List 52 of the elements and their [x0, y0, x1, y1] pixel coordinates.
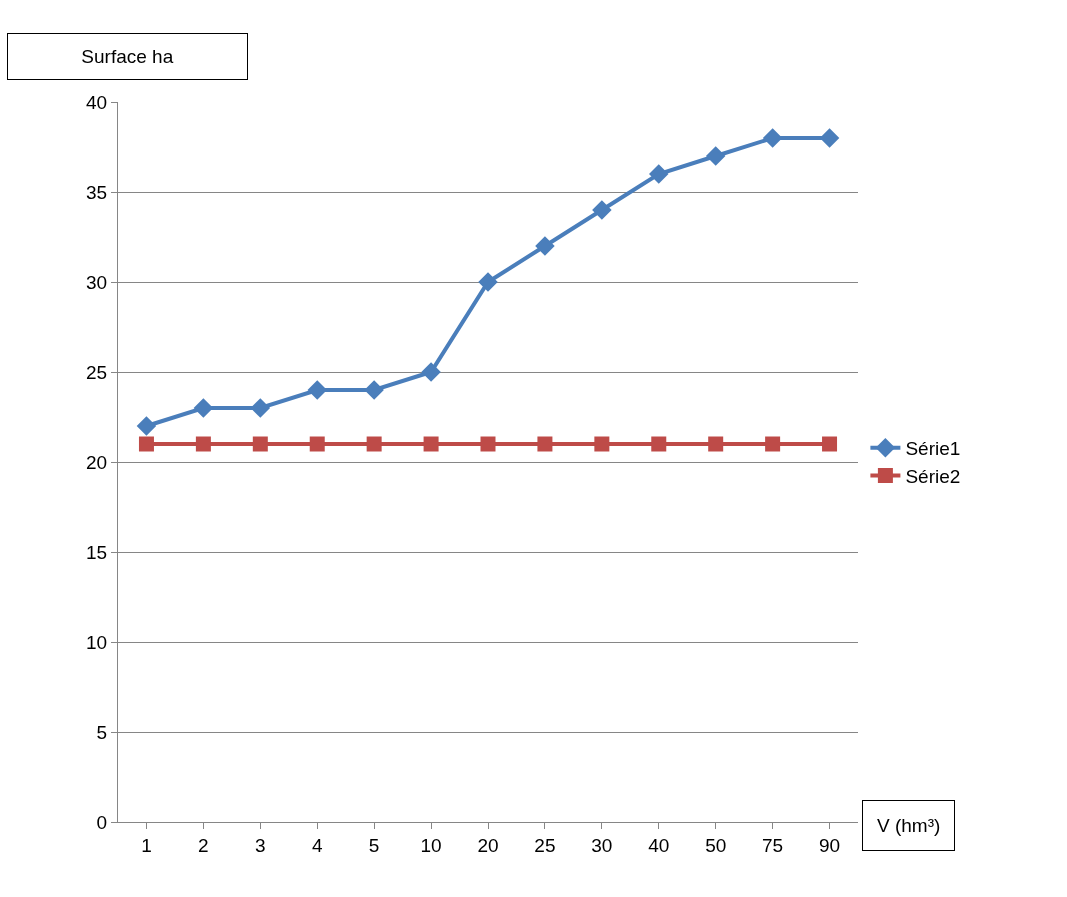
x-tick-label: 3	[255, 834, 266, 856]
x-tick-label: 2	[198, 834, 209, 856]
x-axis-title: V (hm³)	[877, 815, 941, 836]
x-tick-label: 25	[534, 834, 556, 856]
point	[651, 436, 667, 452]
point	[421, 362, 441, 382]
y-axis-title: Surface ha	[81, 46, 174, 67]
point	[195, 436, 211, 452]
point	[765, 436, 781, 452]
y-tick-label: 0	[96, 811, 108, 833]
point	[480, 436, 496, 452]
y-tick-label: 10	[86, 631, 108, 653]
point	[307, 380, 327, 400]
x-tick-label: 10	[420, 834, 442, 856]
x-tick-label: 75	[762, 834, 784, 856]
y-tick-label: 35	[86, 181, 108, 203]
point	[250, 398, 271, 418]
point	[822, 436, 838, 452]
point	[364, 380, 384, 400]
x-tick-label: 5	[368, 834, 380, 856]
point	[478, 272, 498, 292]
point	[537, 436, 553, 452]
point	[649, 164, 669, 184]
y-tick-label: 40	[86, 91, 108, 113]
x-tick-label: 90	[818, 834, 841, 856]
legend-label: Série2	[905, 465, 961, 487]
point	[138, 436, 154, 452]
y-tick-label: 30	[86, 271, 108, 293]
x-tick-label: 20	[477, 834, 499, 856]
legend-label: Série1	[905, 438, 961, 460]
point	[705, 146, 726, 166]
y-tick-label: 5	[96, 721, 108, 743]
point	[136, 416, 157, 436]
y-tick-label: 25	[86, 361, 108, 383]
x-tick-label: 4	[311, 834, 323, 856]
point	[708, 436, 724, 452]
point	[594, 436, 610, 452]
point	[762, 128, 783, 148]
point	[252, 436, 268, 452]
point	[309, 436, 325, 452]
x-tick-label: 40	[648, 834, 670, 856]
point	[366, 436, 382, 452]
point	[819, 128, 840, 148]
point	[423, 436, 439, 452]
x-tick-label: 30	[591, 834, 613, 856]
x-tick-label: 50	[705, 834, 727, 856]
point	[193, 398, 214, 418]
x-tick-label: 1	[141, 834, 152, 856]
y-tick-label: 20	[86, 451, 108, 473]
y-tick-label: 15	[86, 541, 108, 563]
point	[535, 236, 555, 256]
point	[592, 200, 612, 220]
